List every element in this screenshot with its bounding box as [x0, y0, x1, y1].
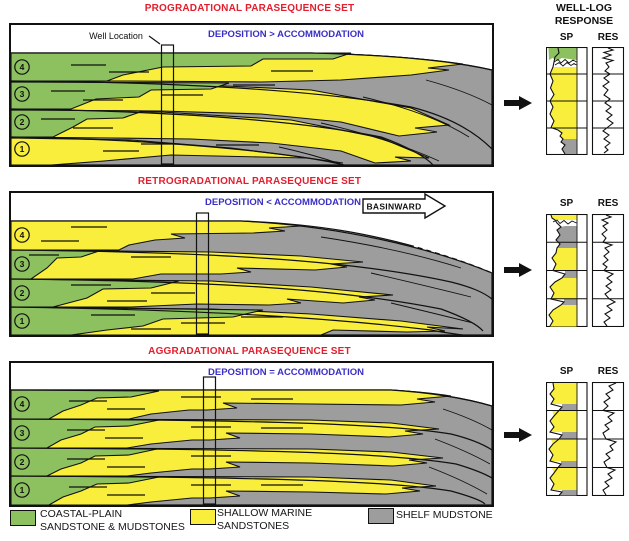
panel-aggradational: 4 3 2 1 DEPOSITION = ACCOMMODATION — [9, 361, 494, 507]
panel3-equation: DEPOSITION = ACCOMMODATION — [208, 367, 364, 378]
bedding-marks — [29, 226, 283, 330]
svg-text:2: 2 — [20, 457, 25, 467]
svg-text:4: 4 — [20, 62, 25, 72]
legend-swatch-shallow-marine — [190, 509, 216, 525]
panel2-equation: DEPOSITION < ACCOMMODATION — [205, 197, 361, 208]
well-log-aggradational — [546, 382, 625, 496]
layer-numbers: 4 3 2 1 — [14, 59, 30, 157]
panel1-equation: DEPOSITION > ACCOMMODATION — [208, 29, 364, 40]
panel-progradational: 4 3 2 1 DEPOSITION > ACCOMMODATION Well … — [9, 23, 494, 167]
svg-text:4: 4 — [20, 399, 25, 409]
well-log-header-line1: WELL-LOG — [556, 2, 612, 14]
well-log-header-line2: RESPONSE — [554, 15, 614, 27]
res-curve — [601, 382, 618, 496]
basinward-arrow: BASINWARD — [362, 193, 447, 220]
res-curve — [600, 214, 617, 327]
retrogradational-cross-section: BASINWARD 4 3 2 1 — [11, 193, 492, 335]
panel-retrogradational: BASINWARD 4 3 2 1 DEPOSITION < ACCOMMODA… — [9, 191, 494, 337]
res-label-2: RES — [597, 198, 619, 209]
sp-label-1: SP — [559, 32, 574, 43]
svg-text:3: 3 — [20, 259, 25, 269]
progradational-cross-section: 4 3 2 1 — [11, 35, 492, 165]
well-log-retrogradational — [546, 214, 625, 327]
legend-shelf-line1: SHELF MUDSTONE — [396, 509, 493, 521]
well-bore — [160, 44, 175, 165]
sp-curve — [549, 47, 566, 155]
sp-label-2: SP — [559, 198, 574, 209]
arrow-right-icon — [504, 428, 532, 442]
arrow-right-icon — [504, 263, 532, 277]
svg-text:1: 1 — [20, 485, 25, 495]
well-bore — [195, 212, 210, 335]
res-label-3: RES — [597, 366, 619, 377]
panel1-title: PROGRADATIONAL PARASEQUENCE SET — [144, 3, 355, 14]
sp-curve — [548, 382, 564, 496]
legend-label-shallow-marine: SHALLOW MARINE SANDSTONES — [217, 507, 312, 533]
layer-numbers: 4 3 2 1 — [14, 227, 30, 329]
res-label-1: RES — [597, 32, 619, 43]
legend-swatch-shelf-mudstone — [368, 508, 394, 524]
well-location-label: Well Location — [89, 31, 143, 41]
svg-text:4: 4 — [20, 230, 25, 240]
res-curve — [601, 47, 615, 154]
svg-text:1: 1 — [20, 316, 25, 326]
legend-label-coastal-plain: COASTAL-PLAIN SANDSTONE & MUDSTONES — [40, 508, 185, 534]
svg-text:1: 1 — [20, 144, 25, 154]
panel2-title: RETROGRADATIONAL PARASEQUENCE SET — [137, 176, 362, 187]
legend-label-shelf-mudstone: SHELF MUDSTONE — [396, 509, 493, 522]
layer-numbers: 4 3 2 1 — [14, 396, 30, 498]
well-log-progradational — [546, 47, 625, 155]
panel3-title: AGGRADATIONAL PARASEQUENCE SET — [148, 346, 351, 357]
arrow-right-icon — [504, 96, 532, 110]
legend-swatch-coastal-plain — [10, 510, 36, 526]
well-pointer-line — [148, 35, 161, 45]
svg-text:BASINWARD: BASINWARD — [366, 202, 421, 212]
sp-label-3: SP — [559, 366, 574, 377]
bedding-marks — [41, 64, 313, 152]
legend-coastal-line2: SANDSTONE & MUDSTONES — [40, 521, 185, 533]
legend-marine-line1: SHALLOW MARINE — [217, 507, 313, 519]
svg-text:2: 2 — [20, 288, 25, 298]
aggradational-cross-section: 4 3 2 1 — [11, 376, 492, 505]
svg-text:2: 2 — [20, 117, 25, 127]
well-bore — [202, 376, 217, 505]
well-log-response-header: WELL-LOG RESPONSE — [538, 2, 629, 28]
legend-marine-line2: SANDSTONES — [217, 520, 290, 532]
legend-coastal-line1: COASTAL-PLAIN — [40, 508, 123, 520]
bedding-marks — [67, 396, 303, 496]
sp-curve — [548, 214, 566, 327]
svg-text:3: 3 — [20, 428, 25, 438]
svg-text:3: 3 — [20, 89, 25, 99]
